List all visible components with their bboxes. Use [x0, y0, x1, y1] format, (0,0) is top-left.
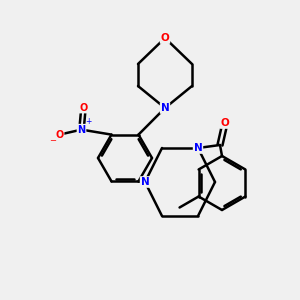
Text: O: O [160, 33, 169, 43]
Text: O: O [56, 130, 64, 140]
Text: −: − [49, 136, 56, 145]
Text: +: + [85, 117, 92, 126]
Text: O: O [80, 103, 88, 112]
Text: N: N [77, 124, 86, 135]
Text: N: N [160, 103, 169, 113]
Text: O: O [220, 118, 230, 128]
Text: N: N [141, 177, 149, 187]
Text: N: N [194, 143, 202, 153]
